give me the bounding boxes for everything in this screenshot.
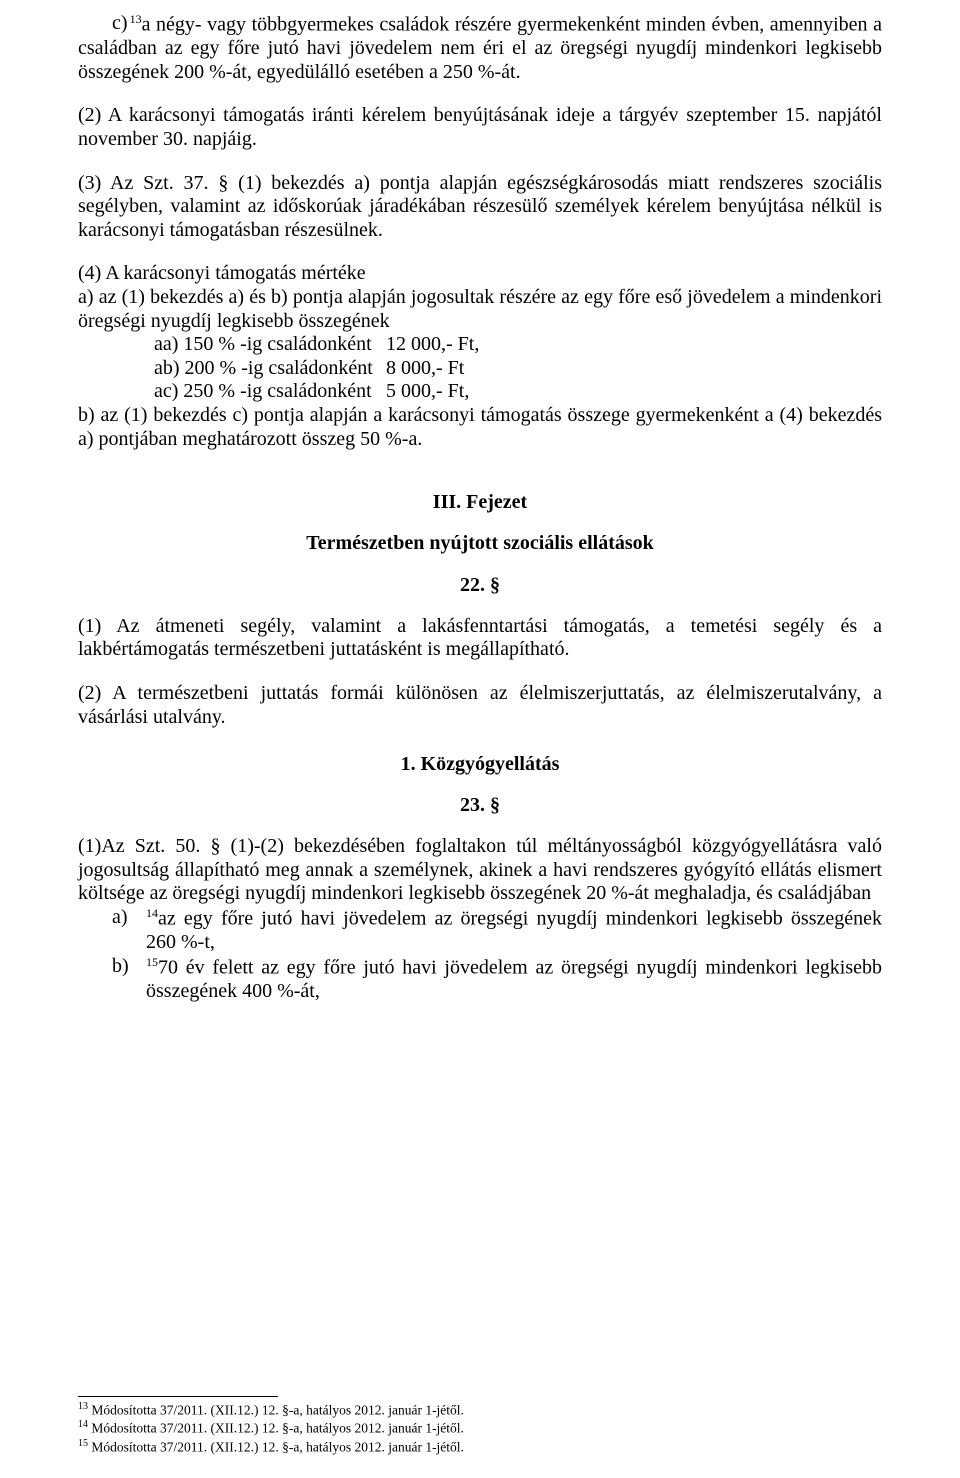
para-23-list: a) 14az egy főre jutó havi jövedelem az … (78, 906, 882, 1004)
footnote-text: Módosította 37/2011. (XII.12.) 12. §-a, … (88, 1439, 464, 1454)
footnote-14: 14 Módosította 37/2011. (XII.12.) 12. §-… (78, 1419, 882, 1437)
para-23-1: (1)Az Szt. 50. § (1)-(2) bekezdésében fo… (78, 835, 882, 906)
section-22: 22. § (78, 574, 882, 597)
list-text-b: 1570 év felett az egy főre jutó havi jöv… (146, 955, 882, 1004)
para-4-block: (4) A karácsonyi támogatás mértéke a) az… (78, 262, 882, 451)
footnote-text: Módosította 37/2011. (XII.12.) 12. §-a, … (88, 1421, 464, 1436)
footnote-ref-14: 14 (146, 906, 158, 920)
list-text-b-body: 70 év felett az egy főre jutó havi jöved… (146, 956, 882, 1002)
list-text-a: 14az egy főre jutó havi jövedelem az öre… (146, 906, 882, 955)
footnote-text: Módosította 37/2011. (XII.12.) 12. §-a, … (88, 1402, 464, 1417)
sub-item-ac: ac) 250 % -ig családonként 5 000,- Ft, (154, 380, 882, 404)
para-3: (3) Az Szt. 37. § (1) bekezdés a) pontja… (78, 172, 882, 243)
para-22-2: (2) A természetbeni juttatás formái külö… (78, 682, 882, 729)
list-item-b: b) 1570 év felett az egy főre jutó havi … (112, 955, 882, 1004)
document-page: c) 13a négy- vagy többgyermekes családok… (0, 0, 960, 1478)
sub-label: ab) 200 % -ig családonként (154, 357, 386, 381)
sub-label: aa) 150 % -ig családonként (154, 333, 386, 357)
list-item-a: a) 14az egy főre jutó havi jövedelem az … (112, 906, 882, 955)
heading-kozgyogy: 1. Közgyógyellátás (78, 753, 882, 776)
footnote-ref-13: 13 (130, 12, 142, 26)
footnote-ref-15: 15 (146, 955, 158, 969)
footnote-num: 15 (78, 1438, 88, 1449)
footnote-num: 14 (78, 1419, 88, 1430)
sub-item-aa: aa) 150 % -ig családonként 12 000,- Ft, (154, 333, 882, 357)
para-4-head: (4) A karácsonyi támogatás mértéke (78, 262, 882, 286)
sub-value: 5 000,- Ft, (386, 380, 469, 404)
list-marker-b: b) (112, 955, 146, 1004)
sub-value: 12 000,- Ft, (386, 333, 479, 357)
footnote-rule (78, 1396, 278, 1397)
list-marker-a: a) (112, 906, 146, 955)
footnotes-block: 13 Módosította 37/2011. (XII.12.) 12. §-… (78, 1396, 882, 1456)
chapter-3-title: III. Fejezet (78, 491, 882, 514)
para-c: c) 13a négy- vagy többgyermekes családok… (78, 12, 882, 84)
list-letter-c: c) (78, 12, 124, 36)
para-4-a: a) az (1) bekezdés a) és b) pontja alapj… (78, 286, 882, 333)
para-2: (2) A karácsonyi támogatás iránti kérele… (78, 104, 882, 151)
para-c-text: a négy- vagy többgyermekes családok rész… (78, 14, 882, 83)
footnote-13: 13 Módosította 37/2011. (XII.12.) 12. §-… (78, 1401, 882, 1419)
sub-value: 8 000,- Ft (386, 357, 464, 381)
footnote-15: 15 Módosította 37/2011. (XII.12.) 12. §-… (78, 1438, 882, 1456)
para-4-b: b) az (1) bekezdés c) pontja alapján a k… (78, 404, 882, 451)
sub-label: ac) 250 % -ig családonként (154, 380, 386, 404)
sub-item-ab: ab) 200 % -ig családonként 8 000,- Ft (154, 357, 882, 381)
footnote-num: 13 (78, 1401, 88, 1412)
para-22-1: (1) Az átmeneti segély, valamint a lakás… (78, 615, 882, 662)
para-4-sublist: aa) 150 % -ig családonként 12 000,- Ft, … (78, 333, 882, 404)
section-23: 23. § (78, 794, 882, 817)
chapter-3-subtitle: Természetben nyújtott szociális ellátáso… (78, 532, 882, 556)
list-text-a-body: az egy főre jutó havi jövedelem az öregs… (146, 908, 882, 954)
